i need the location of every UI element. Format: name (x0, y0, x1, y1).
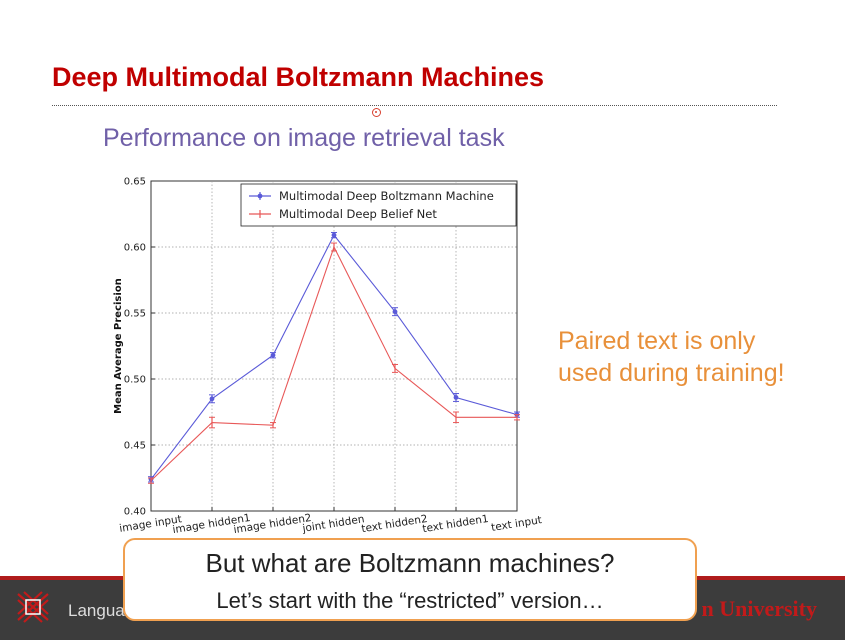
y-tick-label: 0.65 (124, 177, 146, 188)
legend-marker (257, 193, 263, 199)
x-tick-label: text hidden1 (422, 513, 490, 535)
y-tick-label: 0.60 (124, 243, 146, 254)
data-point (392, 309, 398, 315)
legend-label: Multimodal Deep Boltzmann Machine (279, 189, 494, 203)
data-point (453, 395, 459, 400)
y-tick-label: 0.55 (124, 309, 146, 320)
laser-pointer-icon (372, 108, 381, 117)
side-note-line-1: Paired text is only (558, 327, 756, 355)
legend-box (240, 183, 517, 227)
y-axis-label: Mean Average Precision (113, 278, 124, 414)
slide-subtitle: Performance on image retrieval task (103, 124, 505, 152)
university-logo-icon (17, 591, 49, 623)
footer-institute-name: Langua (68, 601, 125, 620)
title-divider (52, 105, 777, 106)
footer-university-name: n University (701, 596, 818, 621)
x-tick-label: text hidden2 (361, 513, 429, 535)
data-point (331, 232, 337, 238)
caption-question: But what are Boltzmann machines? (205, 548, 615, 578)
side-note: Paired text is only used during training… (558, 325, 785, 389)
caption-box: But what are Boltzmann machines? Let’s s… (123, 538, 697, 621)
slide-title: Deep Multimodal Boltzmann Machines (52, 62, 545, 92)
side-note-line-2: used during training! (558, 359, 785, 387)
y-tick-label: 0.50 (124, 375, 146, 386)
data-point (270, 352, 276, 358)
legend-label: Multimodal Deep Belief Net (279, 207, 437, 221)
caption-followup: Let’s start with the “restricted” versio… (216, 588, 604, 613)
data-point (209, 396, 215, 402)
y-tick-label: 0.45 (124, 441, 146, 452)
x-tick-label: text input (490, 514, 542, 534)
y-tick-label: 0.40 (124, 507, 146, 518)
